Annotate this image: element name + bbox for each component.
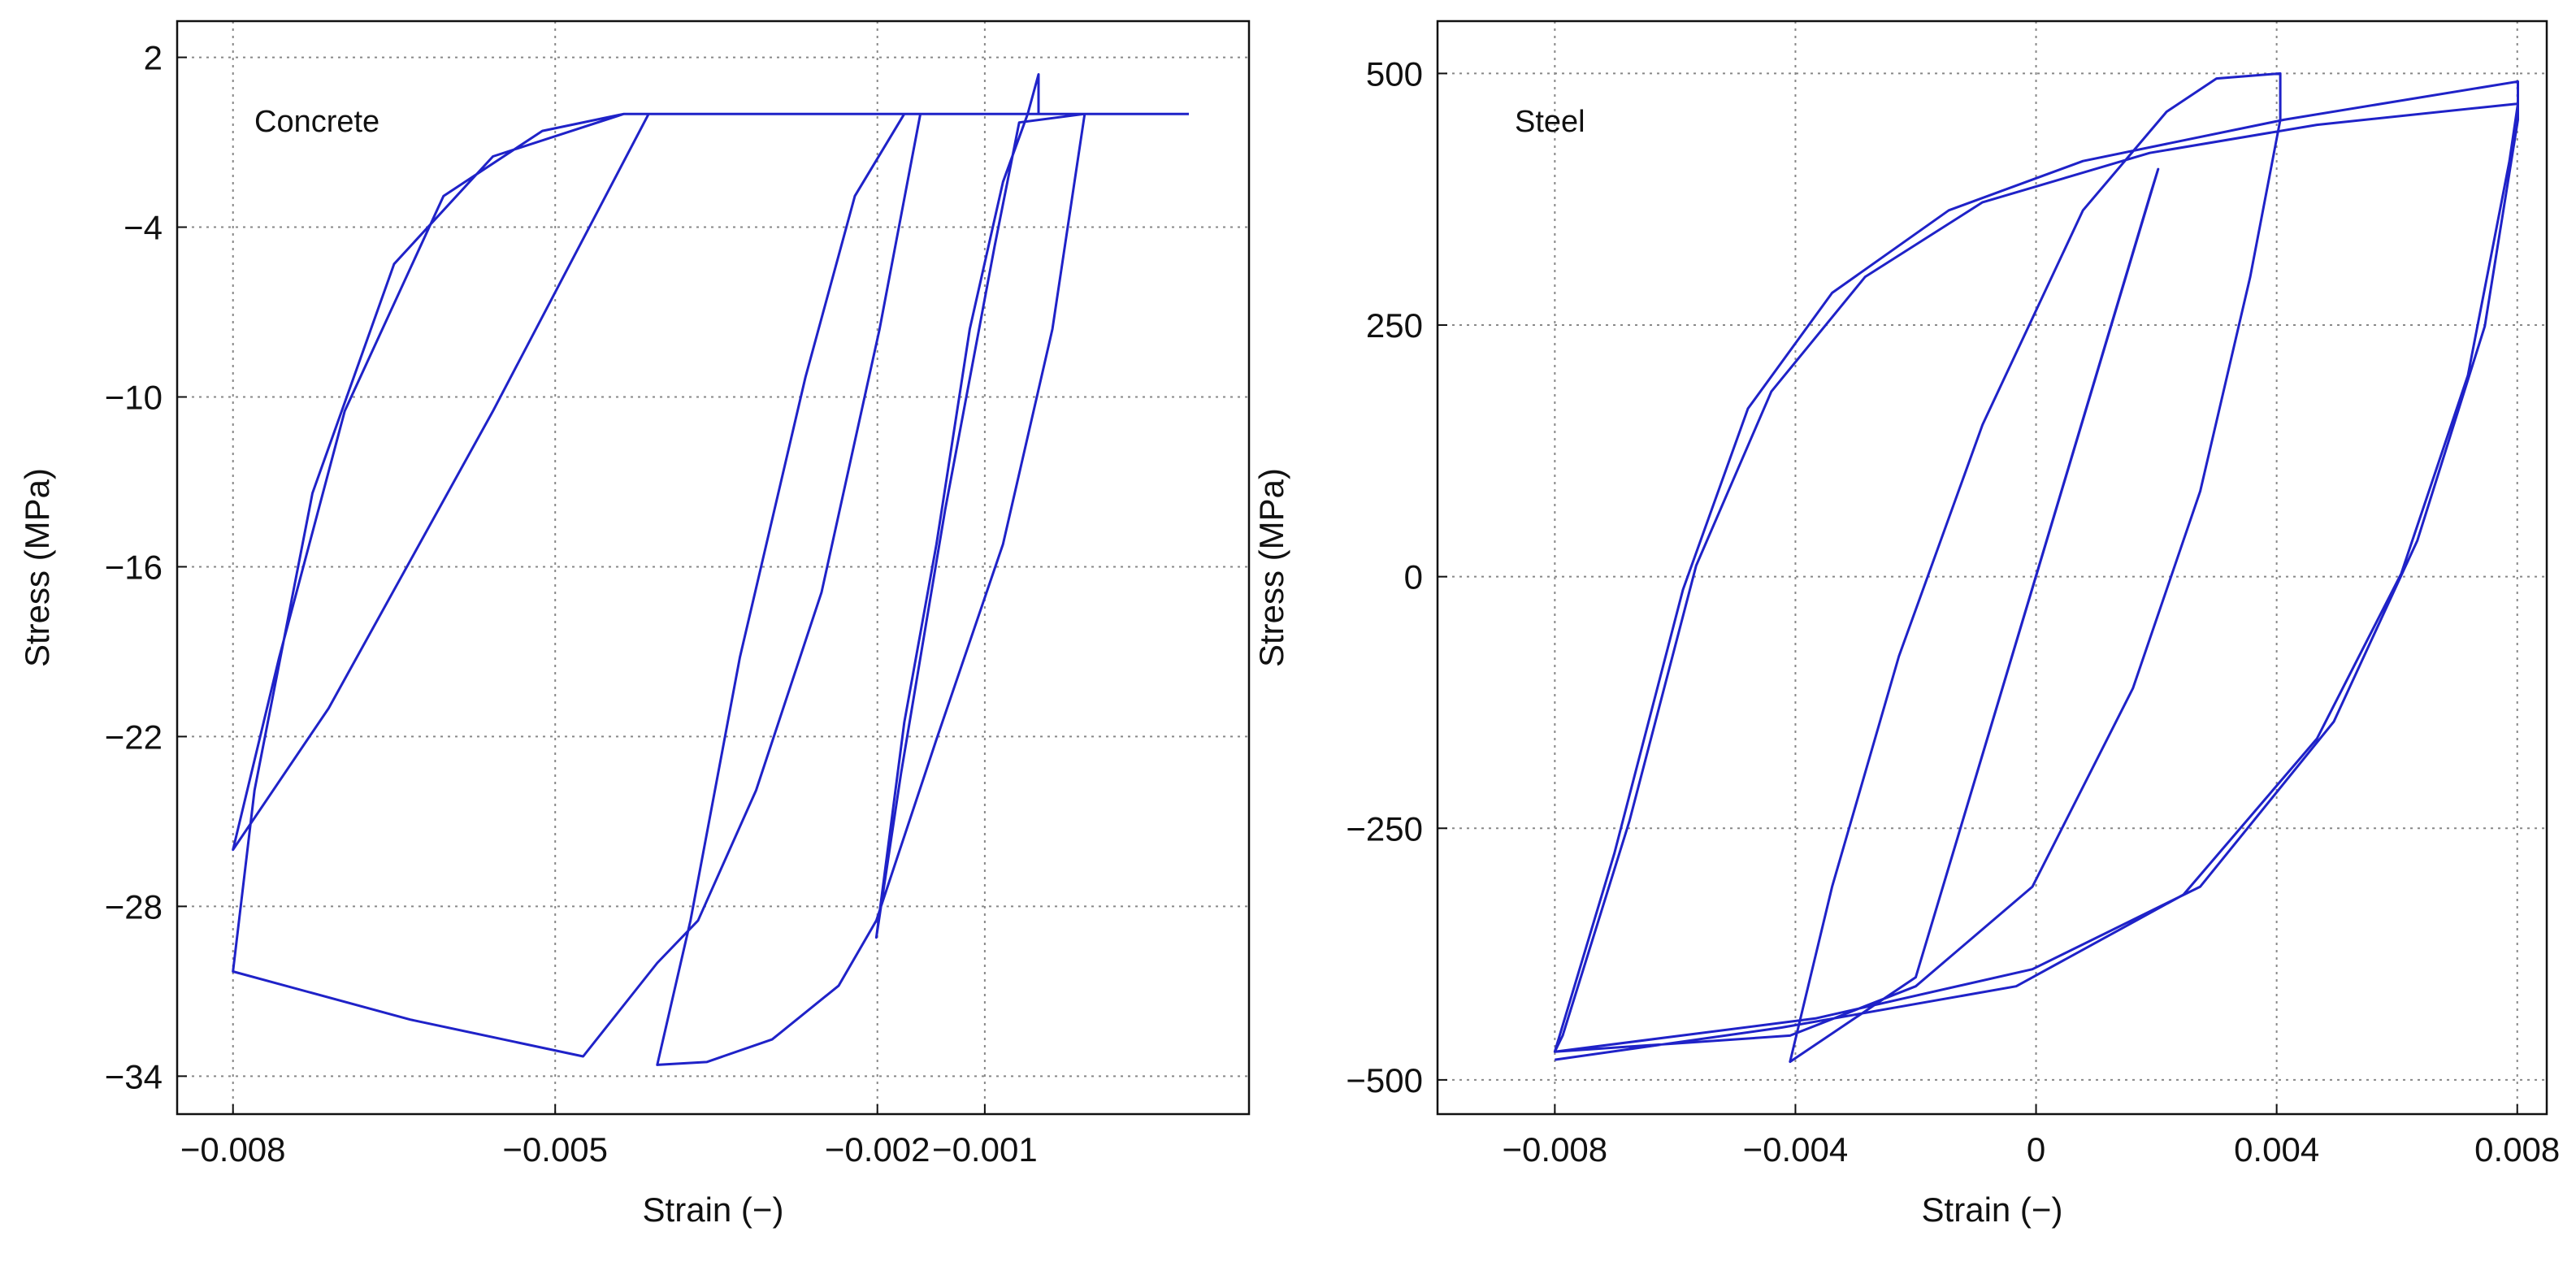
y-axis-label: Stress (MPa)	[18, 468, 56, 667]
panel-label: Steel	[1515, 105, 1585, 139]
y-tick-label: −34	[105, 1057, 163, 1095]
panel-label: Concrete	[254, 105, 379, 139]
plot-frame	[176, 20, 1251, 1116]
x-tick-label: −0.001	[932, 1130, 1038, 1169]
y-tick-label: −4	[124, 209, 163, 247]
stress-strain-curve	[232, 73, 1189, 1066]
y-tick-label: −16	[105, 548, 163, 586]
y-tick-label: −250	[1346, 809, 1423, 848]
x-tick-label: 0.008	[2474, 1130, 2560, 1169]
y-tick-label: −500	[1346, 1061, 1423, 1099]
y-tick-label: 250	[1366, 306, 1423, 345]
y-tick-label: 0	[1404, 558, 1423, 596]
y-tick-label: −22	[105, 718, 163, 756]
x-tick-label: −0.005	[502, 1130, 608, 1169]
x-tick-label: −0.008	[1503, 1130, 1608, 1169]
x-axis-label: Strain (−)	[1922, 1190, 2063, 1229]
y-tick-label: −10	[105, 378, 163, 416]
x-tick-label: 0.004	[2234, 1130, 2319, 1169]
plot-frame	[1436, 20, 2548, 1116]
x-tick-label: 0	[2027, 1130, 2045, 1169]
y-tick-label: 500	[1366, 54, 1423, 93]
x-tick-label: −0.004	[1743, 1130, 1849, 1169]
x-tick-label: −0.002	[825, 1130, 930, 1169]
y-tick-label: −28	[105, 887, 163, 926]
y-axis-label: Stress (MPa)	[1252, 468, 1290, 667]
x-tick-label: −0.008	[180, 1130, 286, 1169]
x-axis-label: Strain (−)	[643, 1190, 784, 1229]
stress-strain-curve	[1553, 72, 2519, 1064]
y-tick-label: 2	[144, 39, 163, 77]
